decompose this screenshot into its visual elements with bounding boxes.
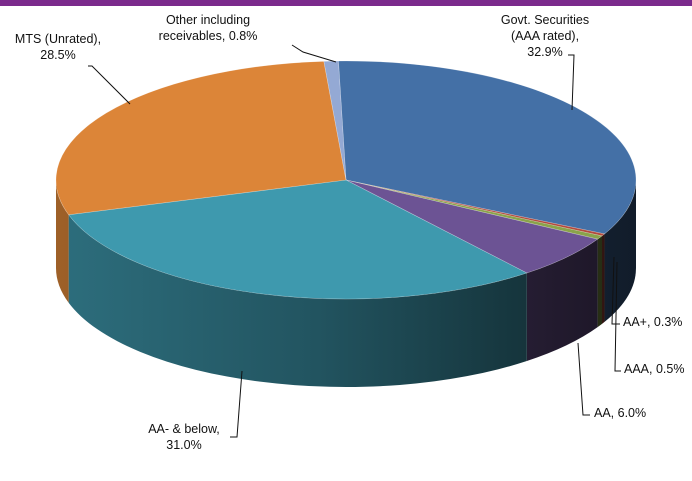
data-label-3: AA, 6.0% [594, 406, 646, 420]
data-label-4: AA- & below, 31.0% [148, 422, 220, 452]
data-label-2: AAA, 0.5% [624, 362, 684, 376]
pie-slice-1 [345, 179, 606, 237]
leader-line-0 [568, 54, 575, 111]
leader-line-2 [614, 261, 621, 372]
pie-slice-5 [55, 61, 347, 216]
pie-slice-4 [68, 179, 528, 300]
pie-side-0 [604, 180, 636, 322]
pie-slices [55, 60, 637, 300]
header-bar [0, 0, 692, 6]
pie-labels: Govt. Securities (AAA rated), 32.9% AA+, 0.… [15, 13, 685, 452]
pie-side-1 [602, 233, 605, 324]
data-label-5: MTS (Unrated), 28.5% [15, 32, 101, 62]
data-label-6: Other including receivables, 0.8% [159, 13, 258, 43]
leader-line-4 [230, 370, 243, 438]
pie-slice-3 [345, 179, 599, 274]
leader-line-6 [291, 44, 337, 63]
pie-slice-0 [338, 60, 637, 235]
pie-sides [56, 180, 636, 387]
pie-side-4 [68, 214, 527, 387]
leader-line-1 [611, 256, 620, 325]
leader-line-5 [88, 65, 131, 105]
pie-side-5 [56, 180, 69, 303]
data-label-0: Govt. Securities (AAA rated), 32.9% [501, 13, 589, 59]
data-label-1: AA+, 0.3% [623, 315, 682, 329]
leader-line-3 [577, 342, 590, 416]
pie-side-2 [597, 235, 603, 328]
pie-side-3 [526, 239, 598, 362]
pie-slice-2 [345, 179, 603, 240]
pie-slice-6 [323, 60, 347, 181]
